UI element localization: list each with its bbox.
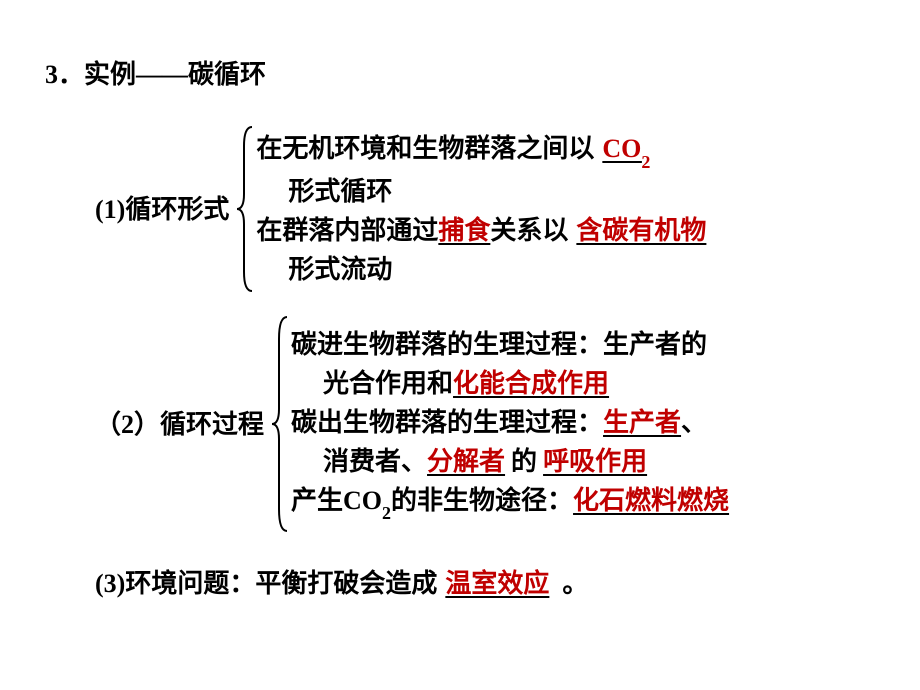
section-title: 3．实例——碳循环 [45, 55, 875, 94]
s2-line5-sub: 2 [382, 503, 391, 523]
s1-line3: 在群落内部通过 捕食 关系以 含碳有机物 [256, 211, 706, 250]
s1-line1: 在无机环境和生物群落之间以 CO2 [256, 129, 706, 171]
section-1-label: (1)循环形式 [95, 190, 229, 229]
s1-line3-b: 关系以 [490, 211, 568, 250]
s2-line5-a: 产生CO2的非生物途径： [291, 481, 573, 523]
s1-line3-fill2: 含碳有机物 [576, 211, 706, 250]
section-2-label: （2）循环过程 [95, 405, 264, 444]
section-2: （2）循环过程 碳进生物群落的生理过程：生产者的 光合作用和 化能合成作用 碳出… [95, 314, 875, 534]
s2-line3: 碳出生物群落的生理过程： 生产者 、 [291, 403, 729, 442]
s2-line3-fill: 生产者 [603, 403, 681, 442]
document-content: 3．实例——碳循环 (1)循环形式 在无机环境和生物群落之间以 CO2 形式循环… [0, 0, 920, 690]
co2-sub: 2 [641, 152, 650, 172]
s1-line1-text: 在无机环境和生物群落之间以 [256, 129, 594, 168]
s2-line5: 产生CO2的非生物途径： 化石燃料燃烧 [291, 481, 729, 523]
s1-line3-a: 在群落内部通过 [256, 211, 438, 250]
s3-fill: 温室效应 [437, 564, 557, 603]
s2-line5-pre: 产生CO [291, 486, 382, 515]
co2-c: CO [602, 134, 641, 163]
s2-line4-fill1: 分解者 [427, 442, 505, 481]
section-1-body: 在无机环境和生物群落之间以 CO2 形式循环 在群落内部通过 捕食 关系以 含碳… [256, 129, 706, 288]
s2-line1: 碳进生物群落的生理过程：生产者的 [291, 325, 729, 364]
s1-line3-fill1: 捕食 [438, 211, 490, 250]
left-brace-icon [234, 124, 256, 294]
s1-line1-fill-co2: CO2 [602, 129, 660, 171]
s2-line5-post: 的非生物途径： [391, 486, 573, 515]
s2-line4: 消费者、 分解者 的 呼吸作用 [323, 442, 729, 481]
s3-text-a: 平衡打破会造成 [255, 564, 437, 603]
s2-line1-text: 碳进生物群落的生理过程：生产者的 [291, 325, 707, 364]
s1-line4-text: 形式流动 [288, 250, 392, 289]
s1-line2: 形式循环 [288, 172, 706, 211]
s2-line4-fill2: 呼吸作用 [543, 442, 657, 481]
s1-line2-text: 形式循环 [288, 172, 392, 211]
s2-line4-a: 消费者、 [323, 442, 427, 481]
s2-line3-a: 碳出生物群落的生理过程： [291, 403, 603, 442]
s3-end: 。 [562, 564, 588, 603]
section-2-body: 碳进生物群落的生理过程：生产者的 光合作用和 化能合成作用 碳出生物群落的生理过… [291, 325, 729, 523]
s2-line2: 光合作用和 化能合成作用 [323, 364, 729, 403]
s2-line2-a: 光合作用和 [323, 364, 453, 403]
section-3: (3)环境问题： 平衡打破会造成 温室效应 。 [95, 564, 875, 603]
s2-line3-b: 、 [681, 403, 707, 442]
section-1: (1)循环形式 在无机环境和生物群落之间以 CO2 形式循环 在群落内部通过 捕… [95, 124, 875, 294]
s2-line4-b: 的 [511, 442, 537, 481]
section-3-label: (3)环境问题： [95, 564, 255, 603]
s2-line5-fill: 化石燃料燃烧 [573, 481, 729, 520]
s2-line2-fill: 化能合成作用 [453, 364, 609, 403]
left-brace-icon [269, 314, 291, 534]
s1-line4: 形式流动 [288, 250, 706, 289]
